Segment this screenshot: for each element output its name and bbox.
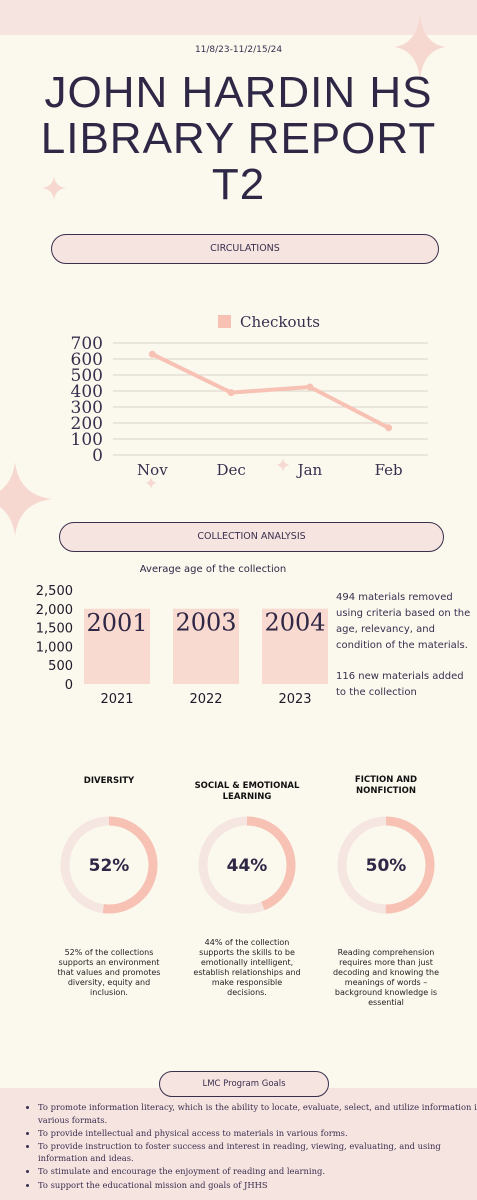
donut-progress (337, 816, 435, 914)
sparkle-icon (145, 477, 157, 489)
data-label: 2001 (86, 609, 147, 637)
y-tick-label: 1,000 (36, 640, 73, 655)
sparkle-icon (276, 458, 290, 472)
series-line-checkouts (150, 352, 391, 430)
y-tick-label: 200 (71, 414, 103, 434)
y-tick-label: 2,500 (36, 584, 73, 599)
page-title: JOHN HARDIN HS LIBRARY REPORT T2 (0, 70, 477, 208)
data-point (148, 350, 156, 358)
title-line: T2 (211, 160, 266, 209)
list-item: To provide instruction to foster success… (38, 1140, 477, 1165)
goals-list: To promote information literacy, which i… (22, 1101, 477, 1192)
stat-heading: SOCIAL & EMOTIONAL LEARNING (194, 781, 300, 802)
x-tick-label: Feb (375, 461, 403, 479)
donut-progress (60, 816, 158, 914)
x-tick-label: Jan (296, 461, 323, 479)
x-tick-label: Nov (137, 461, 168, 479)
y-tick-label: 0 (92, 446, 103, 466)
circulations-heading: CIRCULATIONS (51, 234, 439, 264)
stat-heading: FICTION AND NONFICTION (354, 775, 418, 796)
removed-note: 494 materials removed using criteria bas… (336, 592, 471, 651)
stats-donuts: 52% 44% 50% (60, 816, 435, 914)
x-tick-label: 2021 (100, 692, 133, 707)
y-tick-label: 500 (71, 366, 103, 386)
x-tick-label: 2023 (278, 692, 311, 707)
donut-progress (198, 816, 296, 914)
y-tick-label: 500 (48, 659, 73, 674)
y-tick-label: 0 (65, 678, 73, 693)
collection-analysis-heading: COLLECTION ANALYSIS (59, 522, 444, 552)
bar (84, 608, 150, 684)
data-point (385, 424, 393, 432)
stat-description: 52% of the collections supports an envir… (57, 948, 161, 997)
collection-notes: 494 materials removed using criteria bas… (336, 590, 476, 716)
list-item: To provide intellectual and physical acc… (38, 1127, 477, 1140)
y-tick-label: 600 (71, 350, 103, 370)
stat-description: Reading comprehension requires more than… (332, 948, 440, 1007)
donut-percent-label: 44% (227, 856, 268, 876)
bar (262, 608, 328, 684)
top-band (0, 0, 477, 35)
sparkle-icon (0, 462, 52, 536)
y-tick-label: 2,000 (36, 603, 73, 618)
list-item: To support the educational mission and g… (38, 1179, 477, 1192)
sparkle-icon (394, 14, 446, 80)
bottom-band (0, 1088, 477, 1200)
sparkle-icon (42, 176, 66, 200)
collection-age-bar-chart: 0 500 1,000 1,500 2,000 2,500 2001 2021 2003 2022… (36, 584, 328, 707)
date-range: 11/8/23-11/2/15/24 (194, 45, 283, 55)
bar-chart-title: Average age of the collection (139, 564, 287, 575)
title-line: JOHN HARDIN HS (44, 68, 433, 117)
bar (173, 608, 239, 684)
y-tick-label: 300 (71, 398, 103, 418)
program-goals-heading: LMC Program Goals (159, 1071, 329, 1097)
y-tick-label: 100 (71, 430, 103, 450)
donut-percent-label: 50% (366, 856, 407, 876)
donut-percent-label: 52% (89, 856, 130, 876)
data-label: 2004 (264, 609, 325, 637)
stat-description: 44% of the collection supports the skill… (193, 938, 301, 997)
y-tick-label: 700 (71, 334, 103, 354)
data-label: 2003 (175, 609, 236, 637)
added-note: 116 new materials added to the collectio… (336, 671, 464, 698)
legend-swatch (218, 315, 231, 328)
stat-heading: DIVERSITY (83, 776, 135, 786)
list-item: To stimulate and encourage the enjoyment… (38, 1165, 477, 1178)
x-tick-label: Dec (216, 461, 245, 479)
title-line: LIBRARY REPORT (40, 114, 437, 163)
list-item: To promote information literacy, which i… (38, 1101, 477, 1126)
legend-label: Checkouts (240, 313, 320, 331)
y-tick-label: 1,500 (36, 622, 73, 637)
y-tick-label: 400 (71, 382, 103, 402)
data-point (227, 389, 235, 397)
data-point (306, 383, 314, 391)
x-tick-label: 2022 (189, 692, 222, 707)
